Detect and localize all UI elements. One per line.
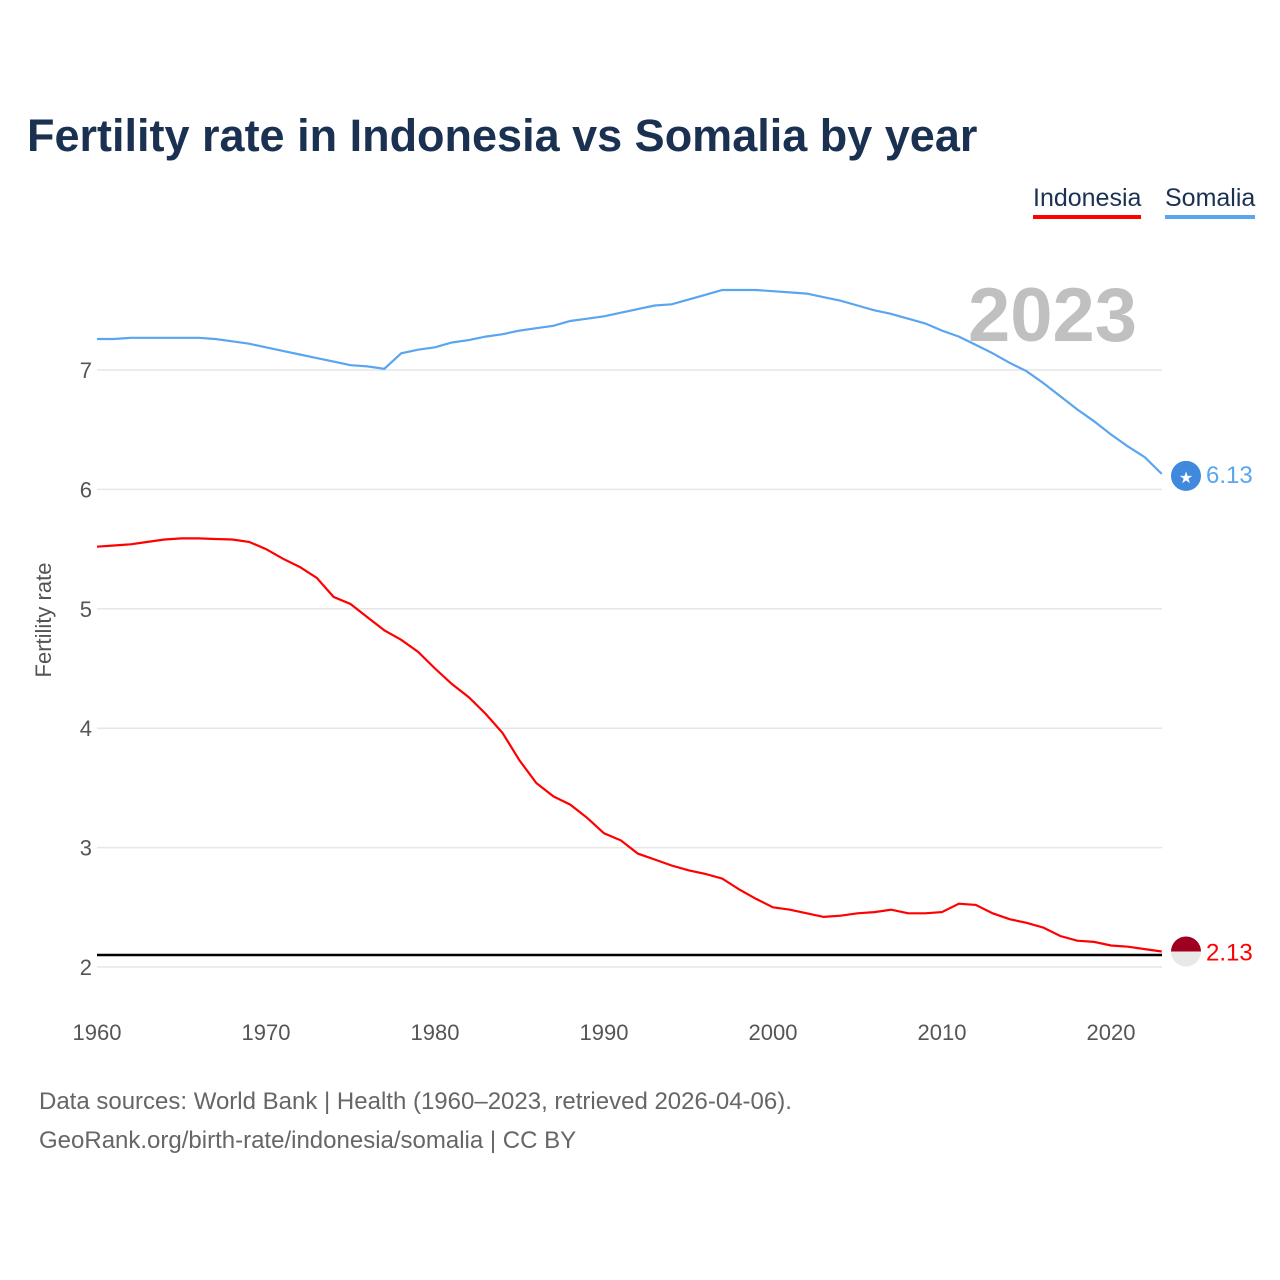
y-tick-label: 7: [80, 358, 92, 383]
source-url: GeoRank.org/birth-rate/indonesia/somalia…: [39, 1127, 577, 1154]
x-tick-label: 2000: [749, 1020, 798, 1045]
x-tick-label: 2010: [918, 1020, 967, 1045]
legend-somalia[interactable]: Somalia: [1165, 184, 1256, 219]
x-tick-label: 1970: [242, 1020, 291, 1045]
y-axis-label: Fertility rate: [31, 563, 56, 678]
end-value-label: 6.13: [1206, 462, 1253, 489]
svg-text:★: ★: [1179, 470, 1193, 487]
source-note: Data sources: World Bank | Health (1960–…: [39, 1088, 792, 1115]
y-tick-label: 3: [80, 836, 92, 861]
end-value-label: 2.13: [1206, 939, 1253, 966]
current-year-label: 2023: [968, 273, 1138, 358]
x-tick-label: 2020: [1087, 1020, 1136, 1045]
y-tick-label: 2: [80, 955, 92, 980]
somalia-flag-icon: ★: [1171, 460, 1201, 491]
y-tick-label: 6: [80, 477, 92, 502]
chart-title: Fertility rate in Indonesia vs Somalia b…: [27, 110, 978, 161]
indonesia-flag-icon: [1171, 936, 1201, 967]
x-tick-label: 1960: [73, 1020, 122, 1045]
legend-indonesia[interactable]: Indonesia: [1033, 184, 1142, 219]
series-line-somalia: [97, 288, 1163, 475]
series-line-indonesia: [96, 537, 1162, 953]
y-tick-label: 4: [80, 716, 92, 741]
x-tick-label: 1990: [580, 1020, 629, 1045]
y-tick-label: 5: [80, 597, 92, 622]
x-tick-label: 1980: [411, 1020, 460, 1045]
